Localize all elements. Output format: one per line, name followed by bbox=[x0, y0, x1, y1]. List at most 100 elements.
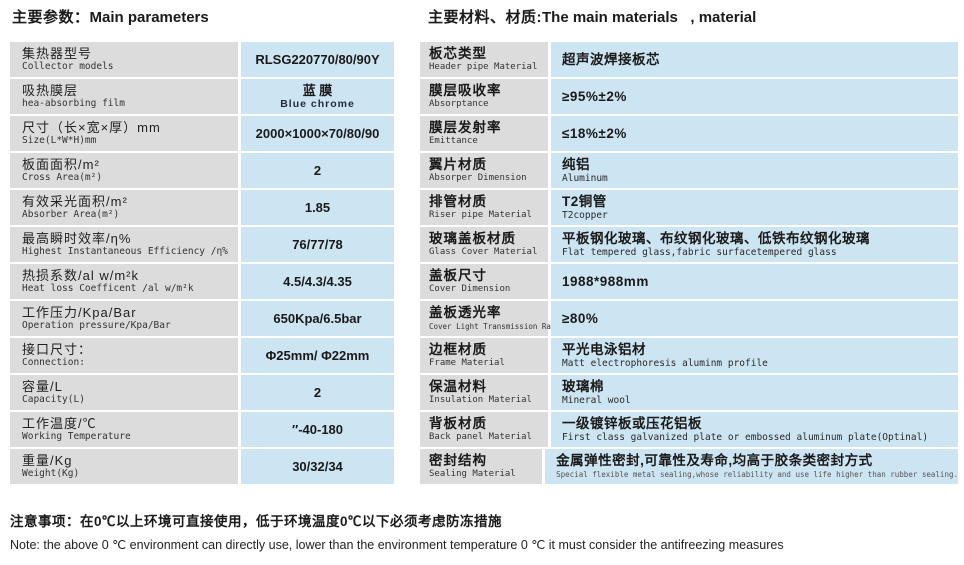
label-en: Frame Material bbox=[429, 358, 505, 368]
value-text: 2000×1000×70/80/90 bbox=[255, 126, 380, 141]
row-value: ≥95%±2% bbox=[551, 79, 958, 114]
label-en: Emittance bbox=[429, 136, 478, 146]
label-en: Glass Cover Material bbox=[429, 247, 538, 257]
row-value: 2000×1000×70/80/90 bbox=[241, 116, 394, 151]
table-row: 盖板透光率 Cover Light Transmission Rate ≥80% bbox=[420, 301, 958, 336]
value-text: 玻璃棉 bbox=[562, 378, 604, 394]
table-row: 边框材质 Frame Material 平光电泳铝材 Matt electrophor… bbox=[420, 338, 958, 373]
label-en: Sealing Material bbox=[429, 469, 516, 479]
main-materials-table: 板芯类型 Header pipe Material 超声波焊接板芯 膜层吸收率 Abs… bbox=[420, 42, 958, 484]
label-en: Heat loss Coefficent /al w/m²k bbox=[22, 283, 194, 294]
label-en: Absorper Dimension bbox=[429, 173, 527, 183]
label-zh: 翼片材质 bbox=[429, 157, 487, 172]
right-title-zh: 主要材料、材质: bbox=[428, 9, 542, 26]
table-row: 重量/Kg Weight(Kg) 30/32/34 bbox=[10, 449, 394, 484]
row-label: 保温材料 Insulation Material bbox=[420, 375, 548, 410]
value-subtext: Matt electrophoresis aluminm profile bbox=[562, 357, 768, 369]
label-zh: 边框材质 bbox=[429, 342, 487, 357]
row-label: 玻璃盖板材质 Glass Cover Material bbox=[420, 227, 548, 262]
row-label: 重量/Kg Weight(Kg) bbox=[10, 449, 238, 484]
label-zh: 重量/Kg bbox=[22, 453, 73, 468]
value-text: 650Kpa/6.5bar bbox=[273, 311, 362, 326]
label-zh: 热损系数/al w/m²k bbox=[22, 268, 140, 283]
table-row: 容量/L Capacity(L) 2 bbox=[10, 375, 394, 410]
table-row: 尺寸（长×宽×厚）mm Size(L*W*H)mm 2000×1000×70/80/… bbox=[10, 116, 394, 151]
table-row: 吸热膜层 hea-absorbing film 蓝 膜 Blue chrome bbox=[10, 79, 394, 114]
table-row: 板芯类型 Header pipe Material 超声波焊接板芯 bbox=[420, 42, 958, 77]
value-text: 平光电泳铝材 bbox=[562, 341, 646, 357]
value-subtext: Flat tempered glass,fabric surfacetemper… bbox=[562, 246, 837, 258]
table-row: 有效采光面积/m² Absorber Area(m²) 1.85 bbox=[10, 190, 394, 225]
label-zh: 密封结构 bbox=[429, 453, 487, 468]
row-label: 尺寸（长×宽×厚）mm Size(L*W*H)mm bbox=[10, 116, 238, 151]
label-en: Connection: bbox=[22, 357, 85, 368]
label-en: Absorber Area(m²) bbox=[22, 209, 120, 220]
row-label: 盖板尺寸 Cover Dimension bbox=[420, 264, 548, 299]
value-text: Φ25mm/ Φ22mm bbox=[265, 348, 370, 363]
row-label: 集热器型号 Collector models bbox=[10, 42, 238, 77]
label-zh: 集热器型号 bbox=[22, 46, 93, 61]
row-value: 650Kpa/6.5bar bbox=[241, 301, 394, 336]
label-zh: 工作温度/℃ bbox=[22, 416, 97, 431]
value-text: 4.5/4.3/4.35 bbox=[283, 274, 352, 289]
value-subtext: Mineral wool bbox=[562, 394, 631, 406]
table-row: 排管材质 Riser pipe Material T2铜管 T2copper bbox=[420, 190, 958, 225]
value-text: ≥80% bbox=[562, 310, 599, 326]
row-value: 蓝 膜 Blue chrome bbox=[241, 79, 394, 114]
label-en: Cover Light Transmission Rate bbox=[429, 322, 560, 331]
label-zh: 尺寸（长×宽×厚）mm bbox=[22, 120, 161, 135]
row-value: RLSG220770/80/90Y bbox=[241, 42, 394, 77]
label-zh: 盖板尺寸 bbox=[429, 268, 487, 283]
label-zh: 板芯类型 bbox=[429, 46, 487, 61]
value-text: 蓝 膜 bbox=[302, 82, 333, 98]
label-en: Working Temperature bbox=[22, 431, 131, 442]
row-label: 膜层发射率 Emittance bbox=[420, 116, 548, 151]
value-subtext: Aluminum bbox=[562, 172, 608, 184]
label-en: Size(L*W*H)mm bbox=[22, 135, 97, 146]
note-chinese: 注意事项：在0℃以上环境可直接使用，低于环境温度0℃以下必须考虑防冻措施 bbox=[10, 514, 503, 529]
row-label: 最高瞬时效率/η% Highest Instantaneous Efficienc… bbox=[10, 227, 238, 262]
label-en: hea-absorbing film bbox=[22, 98, 125, 109]
value-subtext: First class galvanized plate or embossed… bbox=[562, 431, 929, 443]
table-row: 接口尺寸： Connection: Φ25mm/ Φ22mm bbox=[10, 338, 394, 373]
left-title-zh: 主要参数： bbox=[12, 9, 90, 26]
value-text: RLSG220770/80/90Y bbox=[255, 52, 380, 67]
table-row: 热损系数/al w/m²k Heat loss Coefficent /al w/… bbox=[10, 264, 394, 299]
left-section-title: 主要参数：Main parameters bbox=[12, 6, 209, 27]
note-english: Note: the above 0 ℃ environment can dire… bbox=[10, 538, 784, 552]
row-value: 平光电泳铝材 Matt electrophoresis aluminm profi… bbox=[551, 338, 958, 373]
row-label: 容量/L Capacity(L) bbox=[10, 375, 238, 410]
table-row: 工作温度/℃ Working Temperature ″-40-180 bbox=[10, 412, 394, 447]
label-zh: 容量/L bbox=[22, 379, 63, 394]
label-en: Capacity(L) bbox=[22, 394, 85, 405]
table-row: 玻璃盖板材质 Glass Cover Material 平板钢化玻璃、布纹钢化玻璃、… bbox=[420, 227, 958, 262]
row-value: 30/32/34 bbox=[241, 449, 394, 484]
left-title-en: Main parameters bbox=[89, 9, 209, 26]
row-value: ″-40-180 bbox=[241, 412, 394, 447]
label-en: Header pipe Material bbox=[429, 62, 538, 72]
main-parameters-table: 集热器型号 Collector models RLSG220770/80/90Y 吸… bbox=[10, 42, 394, 484]
value-text: 1.85 bbox=[304, 200, 331, 215]
row-label: 吸热膜层 hea-absorbing film bbox=[10, 79, 238, 114]
row-label: 工作压力/Kpa/Bar Operation pressure/Kpa/Bar bbox=[10, 301, 238, 336]
table-row: 盖板尺寸 Cover Dimension 1988*988mm bbox=[420, 264, 958, 299]
value-text: 30/32/34 bbox=[292, 459, 343, 474]
row-label: 热损系数/al w/m²k Heat loss Coefficent /al w/… bbox=[10, 264, 238, 299]
label-zh: 工作压力/Kpa/Bar bbox=[22, 305, 137, 320]
label-zh: 板面面积/m² bbox=[22, 157, 100, 172]
row-value: ≤18%±2% bbox=[551, 116, 958, 151]
row-label: 板面面积/m² Cross Area(m²) bbox=[10, 153, 238, 188]
value-subtext: T2copper bbox=[562, 209, 608, 221]
row-label: 工作温度/℃ Working Temperature bbox=[10, 412, 238, 447]
row-value: 4.5/4.3/4.35 bbox=[241, 264, 394, 299]
label-en: Insulation Material bbox=[429, 395, 532, 405]
value-text: 平板钢化玻璃、布纹钢化玻璃、低铁布纹钢化玻璃 bbox=[562, 230, 870, 246]
row-value: 2 bbox=[241, 153, 394, 188]
row-value: 玻璃棉 Mineral wool bbox=[551, 375, 958, 410]
label-zh: 排管材质 bbox=[429, 194, 487, 209]
row-value: 超声波焊接板芯 bbox=[551, 42, 958, 77]
row-value: 平板钢化玻璃、布纹钢化玻璃、低铁布纹钢化玻璃 Flat tempered glas… bbox=[551, 227, 958, 262]
value-text: 2 bbox=[313, 163, 322, 178]
table-row: 背板材质 Back panel Material 一级镀锌板或压花铝板 First c… bbox=[420, 412, 958, 447]
row-value: T2铜管 T2copper bbox=[551, 190, 958, 225]
